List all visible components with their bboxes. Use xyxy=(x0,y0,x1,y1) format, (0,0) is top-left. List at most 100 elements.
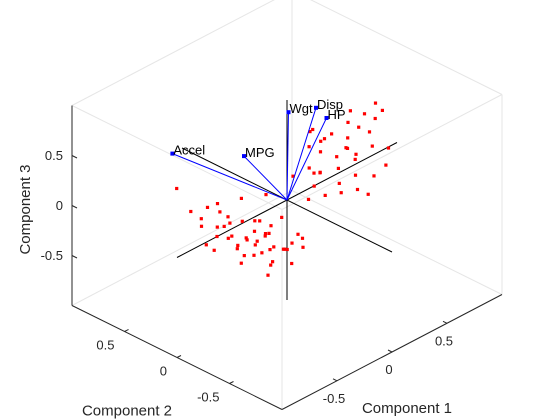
score-point xyxy=(311,127,315,132)
score-point xyxy=(307,166,311,170)
score-point xyxy=(301,245,305,249)
score-point xyxy=(306,197,311,201)
score-point xyxy=(336,166,340,170)
score-point xyxy=(339,191,343,195)
x-tick-2 xyxy=(442,320,448,324)
score-point xyxy=(267,231,271,235)
loading-marker-hp xyxy=(324,116,329,120)
loading-label-accel: Accel xyxy=(173,143,205,158)
score-point xyxy=(189,209,193,214)
score-point xyxy=(239,261,243,265)
score-point xyxy=(280,215,284,219)
loading-marker-disp xyxy=(314,105,318,110)
score-point xyxy=(300,236,305,240)
loading-label-wgt: Wgt xyxy=(290,101,314,116)
score-point xyxy=(226,236,230,240)
score-point xyxy=(330,132,334,136)
score-point xyxy=(226,215,230,219)
score-point xyxy=(308,130,312,134)
score-point xyxy=(373,101,378,105)
score-point xyxy=(319,139,323,143)
score-point xyxy=(236,243,240,247)
score-point xyxy=(322,137,327,141)
score-point xyxy=(312,171,316,175)
y-tick-label: -0.5 xyxy=(197,390,219,405)
loading-label-hp: HP xyxy=(328,107,346,122)
score-point xyxy=(285,247,289,252)
y-tick-0 xyxy=(124,329,129,332)
score-point xyxy=(335,155,339,159)
score-point xyxy=(175,186,179,191)
score-point xyxy=(380,108,384,112)
score-point xyxy=(252,229,257,233)
loading-vector-hp xyxy=(286,117,327,201)
axis-labels: Component 1 Component 2 Component 3 xyxy=(17,164,452,419)
score-point xyxy=(346,136,350,140)
score-point xyxy=(255,239,259,243)
score-point xyxy=(245,238,249,242)
box-edge-1 xyxy=(71,190,293,306)
score-point xyxy=(230,234,234,238)
score-point xyxy=(348,109,352,113)
box-edge-3 xyxy=(71,0,275,106)
score-point xyxy=(235,247,239,251)
loading-vector-accel xyxy=(172,153,288,201)
score-point xyxy=(353,157,357,161)
score-point xyxy=(312,184,316,188)
score-point xyxy=(355,187,360,192)
score-point xyxy=(263,234,267,238)
loading-label-mpg: MPG xyxy=(245,145,275,160)
x-tick-label: 0 xyxy=(385,362,392,377)
box-edge-8 xyxy=(281,94,503,210)
score-point xyxy=(346,120,350,124)
score-point xyxy=(268,248,272,252)
score-point xyxy=(386,146,391,150)
box-edge-7 xyxy=(71,105,283,210)
score-point xyxy=(272,245,276,249)
x-axis-label: Component 1 xyxy=(362,400,452,417)
score-point xyxy=(258,219,262,223)
score-point xyxy=(357,125,361,129)
score-point xyxy=(244,236,248,240)
y-tick-2 xyxy=(229,381,234,384)
y-tick-label: 0 xyxy=(160,364,167,379)
score-point xyxy=(372,174,376,178)
score-point xyxy=(215,225,219,229)
score-point xyxy=(242,254,246,258)
score-point xyxy=(253,243,257,247)
score-point xyxy=(362,112,367,116)
score-point xyxy=(228,221,232,225)
score-point xyxy=(366,192,370,196)
loading-marker-mpg xyxy=(242,154,246,159)
axis-ticks: -0.5 0 0.5 0.5 0 -0.5 0.5 0 -0.5 xyxy=(41,148,453,406)
z-tick-0 xyxy=(71,155,78,159)
score-point xyxy=(337,181,341,185)
loading-marker-wgt xyxy=(286,110,291,115)
loading-vector-disp xyxy=(286,107,317,201)
score-point xyxy=(290,241,294,245)
z-axis-label: Component 3 xyxy=(17,164,34,254)
score-point xyxy=(318,150,323,154)
score-point xyxy=(290,261,294,266)
score-point xyxy=(269,224,273,228)
score-point xyxy=(271,260,275,264)
x-tick-label: 0.5 xyxy=(435,333,453,348)
score-point xyxy=(199,217,203,221)
score-point xyxy=(344,146,348,150)
score-point xyxy=(384,163,388,167)
score-point xyxy=(353,173,358,177)
y-axis-label: Component 2 xyxy=(82,403,172,420)
score-point xyxy=(218,210,222,214)
score-point xyxy=(222,224,226,228)
score-point xyxy=(252,253,256,257)
score-point xyxy=(253,219,257,223)
score-point xyxy=(215,234,219,239)
score-point xyxy=(291,174,295,178)
score-point xyxy=(269,263,273,267)
score-point xyxy=(318,170,322,174)
z-tick-2 xyxy=(71,255,78,259)
score-point xyxy=(323,193,327,197)
score-point xyxy=(370,144,374,148)
